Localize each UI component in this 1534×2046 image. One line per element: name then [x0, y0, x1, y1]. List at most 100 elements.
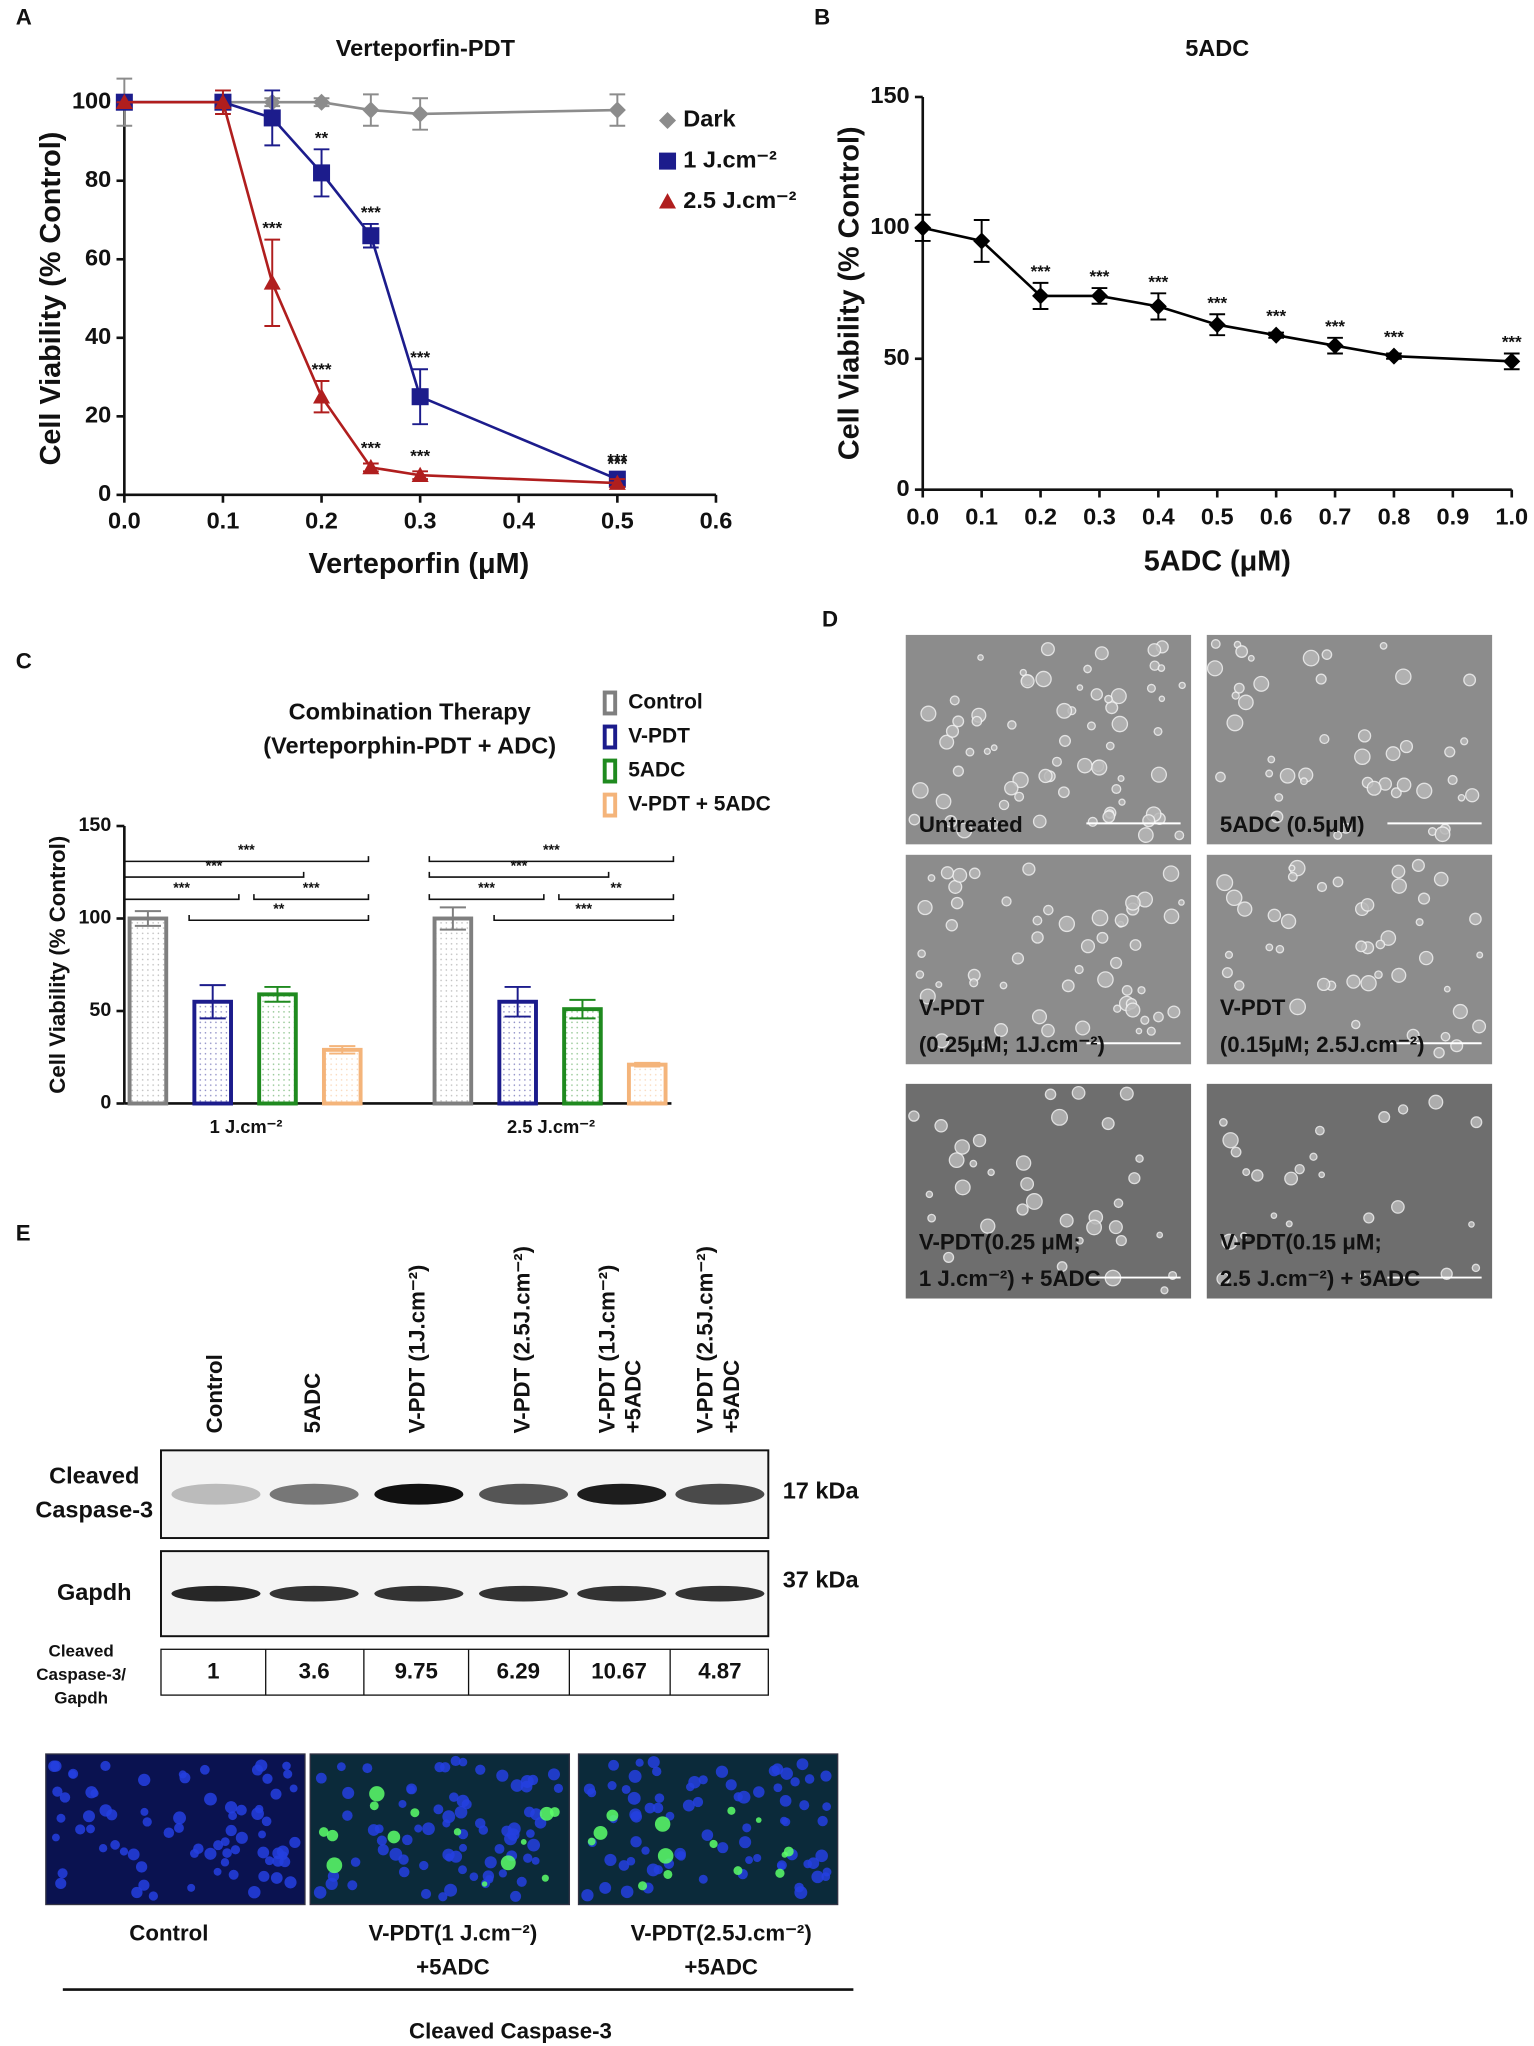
cell: [1333, 830, 1343, 840]
legend-swatch: [602, 792, 618, 818]
panel-letter: A: [16, 4, 32, 29]
cell: [1014, 791, 1025, 802]
cell: [1457, 793, 1466, 802]
y-tick-label: 150: [79, 814, 112, 836]
caspase-signal: [709, 1839, 718, 1849]
cell: [1096, 931, 1109, 944]
bar: [562, 1007, 603, 1106]
x-tick-label: 0.5: [1201, 504, 1234, 530]
cell: [945, 724, 960, 738]
nucleus: [626, 1856, 636, 1866]
marker: [1267, 326, 1285, 344]
cell: [1137, 827, 1154, 843]
lane-label: +5ADC: [719, 1360, 744, 1434]
micrograph-label: V-PDT(0.25 μM;: [919, 1229, 1081, 1254]
significance: ***: [511, 858, 528, 874]
band: [675, 1483, 765, 1505]
legend-marker: [659, 112, 677, 130]
cell: [956, 822, 973, 839]
cell: [1087, 816, 1098, 827]
nucleus: [444, 1883, 458, 1897]
cell: [952, 715, 965, 728]
cell: [1385, 746, 1401, 762]
marker: [411, 105, 429, 123]
nucleus: [110, 1840, 120, 1850]
micrograph-label: (0.25μM; 1J.cm⁻²): [919, 1032, 1105, 1057]
bar: [257, 992, 298, 1106]
caspase-signal: [755, 1817, 762, 1823]
cell: [1452, 1003, 1468, 1020]
cell: [952, 765, 964, 777]
nucleus: [374, 1824, 384, 1834]
cell: [1044, 1088, 1057, 1101]
significance: ***: [607, 454, 627, 473]
cell: [1242, 1168, 1251, 1177]
nucleus: [389, 1847, 403, 1861]
y-tick-label: 50: [89, 999, 111, 1021]
nucleus: [811, 1870, 824, 1884]
nucleus: [57, 1868, 68, 1879]
cell: [950, 896, 964, 910]
marker: [1090, 287, 1108, 305]
series-line: [124, 100, 618, 481]
cell: [1075, 1020, 1091, 1036]
cell: [1450, 1039, 1464, 1053]
cell: [934, 1119, 948, 1133]
fluorescence-label: +5ADC: [684, 1955, 758, 1980]
panel-letter: D: [822, 606, 838, 631]
cell: [980, 1041, 988, 1049]
x-tick-label: 0.1: [965, 504, 998, 530]
cell: [1222, 1132, 1239, 1149]
y-tick-label: 150: [870, 82, 909, 108]
y-tick-label: 80: [85, 166, 111, 192]
cell: [1224, 950, 1234, 959]
significance: ***: [1207, 293, 1227, 312]
cell: [1355, 940, 1368, 953]
marker: [1208, 316, 1226, 334]
nucleus: [688, 1775, 701, 1789]
cell: [1219, 1118, 1228, 1127]
chart-title: Combination Therapy: [289, 699, 531, 725]
cell: [1115, 1234, 1127, 1247]
cell: [1097, 971, 1114, 988]
x-tick-label: 0.6: [700, 508, 733, 534]
nucleus: [739, 1836, 752, 1849]
caspase-signal: [481, 1881, 488, 1887]
cell: [1251, 1169, 1264, 1182]
error-bar: [264, 985, 291, 1003]
nucleus: [85, 1786, 98, 1799]
cell: [1284, 1171, 1299, 1186]
marker: [263, 274, 281, 290]
cell: [980, 1218, 996, 1234]
cell: [1354, 748, 1371, 765]
nucleus: [270, 1788, 282, 1800]
cell: [1058, 915, 1076, 933]
caspase-signal: [783, 1846, 794, 1857]
marker: [115, 93, 133, 110]
ratio-label: Caspase-3/: [36, 1665, 126, 1684]
legend-marker: [659, 152, 677, 170]
nucleus: [220, 1858, 230, 1867]
x-tick-label: 1 J.cm⁻²: [210, 1116, 283, 1137]
nucleus: [313, 1886, 327, 1899]
nucleus: [773, 1783, 783, 1793]
nucleus: [459, 1843, 468, 1852]
cell: [908, 813, 921, 826]
cell: [1020, 674, 1035, 689]
caspase-signal: [541, 1874, 549, 1882]
fluorescence-label: V-PDT(2.5J.cm⁻²): [631, 1921, 812, 1946]
nucleus: [815, 1849, 828, 1863]
nucleus: [270, 1872, 283, 1884]
error-bar: [504, 985, 531, 1018]
nucleus: [607, 1781, 617, 1791]
cell: [1471, 1263, 1481, 1273]
x-tick-label: 0.2: [305, 508, 338, 534]
cell: [1007, 720, 1017, 730]
band: [577, 1585, 667, 1602]
cell: [1411, 858, 1425, 872]
chart-title: 5ADC: [1185, 35, 1249, 61]
cell: [1108, 1220, 1123, 1235]
nucleus: [434, 1761, 445, 1773]
lane-label: V-PDT (2.5J.cm⁻²): [509, 1246, 534, 1433]
